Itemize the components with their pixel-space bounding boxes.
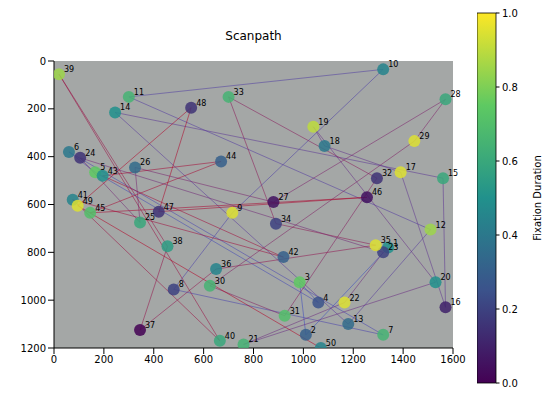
svg-text:35: 35 (381, 236, 391, 245)
svg-text:0.2: 0.2 (502, 304, 518, 315)
svg-text:Fixation Duration: Fixation Duration (532, 155, 543, 241)
svg-text:21: 21 (249, 335, 259, 344)
svg-text:600: 600 (194, 354, 213, 365)
svg-text:31: 31 (290, 307, 300, 316)
svg-text:800: 800 (244, 354, 263, 365)
svg-text:200: 200 (94, 354, 113, 365)
svg-text:4: 4 (323, 294, 328, 303)
svg-text:47: 47 (164, 203, 174, 212)
svg-text:0: 0 (51, 354, 57, 365)
svg-text:13: 13 (353, 315, 363, 324)
svg-text:20: 20 (441, 273, 451, 282)
svg-text:44: 44 (226, 152, 236, 161)
svg-text:800: 800 (27, 247, 46, 258)
svg-text:38: 38 (172, 237, 182, 246)
svg-text:42: 42 (288, 248, 298, 257)
svg-text:48: 48 (196, 99, 206, 108)
svg-text:39: 39 (64, 65, 74, 74)
svg-text:1200: 1200 (21, 343, 46, 354)
svg-text:46: 46 (372, 188, 382, 197)
svg-text:1600: 1600 (440, 354, 465, 365)
svg-text:0.6: 0.6 (502, 156, 518, 167)
svg-text:1400: 1400 (390, 354, 415, 365)
svg-text:28: 28 (451, 90, 461, 99)
svg-text:0.4: 0.4 (502, 230, 518, 241)
svg-text:43: 43 (108, 167, 118, 176)
svg-text:33: 33 (234, 88, 244, 97)
svg-text:34: 34 (281, 215, 291, 224)
svg-text:36: 36 (221, 260, 231, 269)
svg-text:17: 17 (406, 163, 416, 172)
svg-text:0: 0 (40, 56, 46, 67)
svg-text:40: 40 (225, 332, 235, 341)
svg-text:29: 29 (419, 132, 429, 141)
svg-text:1000: 1000 (291, 354, 316, 365)
svg-text:30: 30 (215, 277, 225, 286)
svg-text:12: 12 (436, 221, 446, 230)
svg-text:400: 400 (144, 354, 163, 365)
svg-text:11: 11 (134, 88, 144, 97)
svg-text:10: 10 (388, 60, 398, 69)
svg-text:41: 41 (77, 190, 88, 200)
svg-text:3: 3 (305, 273, 310, 282)
svg-text:200: 200 (27, 103, 46, 114)
svg-text:6: 6 (74, 143, 79, 152)
svg-text:9: 9 (237, 204, 242, 213)
svg-text:16: 16 (451, 298, 461, 307)
svg-text:50: 50 (326, 339, 336, 348)
html-text:Scanpath: Scanpath (225, 29, 282, 43)
svg-text:15: 15 (448, 169, 458, 178)
svg-text:24: 24 (85, 149, 95, 158)
svg-text:5: 5 (100, 163, 105, 172)
svg-text:0.8: 0.8 (502, 82, 518, 93)
svg-text:49: 49 (83, 197, 93, 206)
svg-text:22: 22 (350, 294, 360, 303)
svg-text:18: 18 (330, 137, 340, 146)
svg-text:8: 8 (179, 280, 184, 289)
svg-text:27: 27 (278, 193, 288, 202)
svg-text:26: 26 (140, 158, 150, 167)
svg-text:14: 14 (120, 103, 130, 112)
svg-text:400: 400 (27, 151, 46, 162)
svg-text:1.0: 1.0 (502, 8, 518, 19)
svg-text:32: 32 (382, 169, 392, 178)
svg-text:23: 23 (388, 243, 399, 253)
svg-text:1200: 1200 (341, 354, 366, 365)
svg-text:0.0: 0.0 (502, 378, 518, 389)
svg-text:45: 45 (95, 204, 105, 213)
svg-text:2: 2 (311, 326, 316, 335)
svg-text:25: 25 (145, 213, 155, 222)
svg-text:1000: 1000 (21, 295, 46, 306)
svg-text:600: 600 (27, 199, 46, 210)
svg-text:7: 7 (388, 326, 393, 335)
svg-text:37: 37 (145, 321, 155, 330)
svg-text:19: 19 (318, 118, 328, 127)
